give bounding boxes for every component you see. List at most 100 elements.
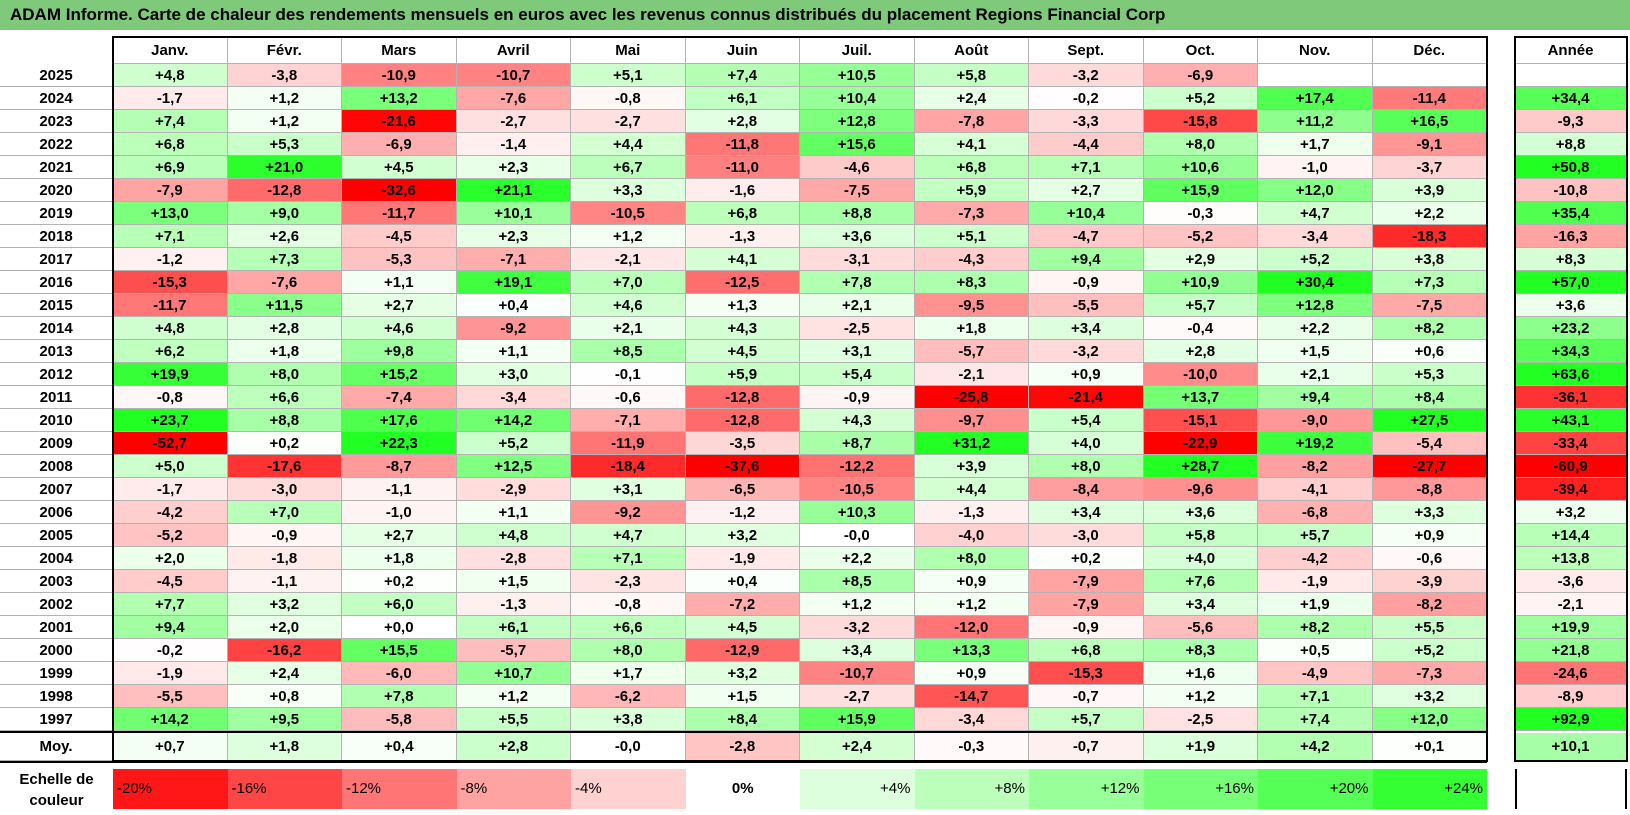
- heatmap-cell: +1,2: [914, 593, 1029, 616]
- annual-cell: +3,6: [1515, 294, 1627, 317]
- heatmap-cell: +13,3: [914, 639, 1029, 662]
- heatmap-cell: [1258, 64, 1373, 87]
- annual-cell: -33,4: [1515, 432, 1627, 455]
- heatmap-cell: -5,2: [113, 524, 228, 547]
- heatmap-cell: +6,0: [342, 593, 457, 616]
- heatmap-cell: +5,0: [113, 455, 228, 478]
- heatmap-cell: +2,1: [571, 317, 686, 340]
- heatmap-cell: +17,4: [1258, 87, 1373, 110]
- heatmap-cell: +23,7: [113, 409, 228, 432]
- heatmap-cell: -8,2: [1372, 593, 1487, 616]
- heatmap-cell: -4,0: [914, 524, 1029, 547]
- heatmap-cell: +7,4: [1258, 708, 1373, 731]
- heatmap-cell: +3,0: [456, 363, 571, 386]
- heatmap-cell: -4,1: [1258, 478, 1373, 501]
- annual-cell: +8,3: [1515, 248, 1627, 271]
- heatmap-cell: +28,7: [1143, 455, 1258, 478]
- scale-swatch: +24%: [1372, 769, 1487, 809]
- year-label: 2012: [0, 363, 113, 386]
- heatmap-cell: -22,9: [1143, 432, 1258, 455]
- heatmap-cell: -0,8: [113, 386, 228, 409]
- month-header: Janv.: [113, 37, 228, 64]
- heatmap-cell: -2,5: [1143, 708, 1258, 731]
- heatmap-cell: +3,2: [1372, 685, 1487, 708]
- heatmap-cell: -3,7: [1372, 156, 1487, 179]
- year-label: 2007: [0, 478, 113, 501]
- heatmap-cell: +1,2: [571, 225, 686, 248]
- heatmap-cell: +5,7: [1143, 294, 1258, 317]
- heatmap-cell: -3,1: [800, 248, 915, 271]
- heatmap-cell: -6,9: [1143, 64, 1258, 87]
- heatmap-cell: +3,4: [1143, 593, 1258, 616]
- heatmap-cell: +0,9: [914, 662, 1029, 685]
- heatmap-cell: -10,5: [800, 478, 915, 501]
- heatmap-cell: +9,8: [342, 340, 457, 363]
- heatmap-cell: -4,5: [113, 570, 228, 593]
- heatmap-cell: -9,6: [1143, 478, 1258, 501]
- scale-swatch: 0%: [685, 769, 800, 809]
- annual-cell: -16,3: [1515, 225, 1627, 248]
- heatmap-cell: -3,4: [1258, 225, 1373, 248]
- year-label: 2011: [0, 386, 113, 409]
- heatmap-cell: -1,2: [685, 501, 800, 524]
- heatmap-cell: +8,0: [571, 639, 686, 662]
- heatmap-cell: +10,1: [456, 202, 571, 225]
- heatmap-cell: -12,8: [227, 179, 342, 202]
- heatmap-cell: -52,7: [113, 432, 228, 455]
- heatmap-cell: +8,0: [1143, 133, 1258, 156]
- heatmap-cell: +14,2: [456, 409, 571, 432]
- heatmap-cell: -6,8: [1258, 501, 1373, 524]
- heatmap-cell: +1,8: [914, 317, 1029, 340]
- heatmap-cell: +4,4: [914, 478, 1029, 501]
- heatmap-cell: +4,0: [1029, 432, 1144, 455]
- annual-cell: +8,8: [1515, 133, 1627, 156]
- average-bottom-line: [0, 761, 1487, 763]
- heatmap-cell: +5,3: [1372, 363, 1487, 386]
- heatmap-cell: +7,0: [571, 271, 686, 294]
- heatmap-cell: +21,0: [227, 156, 342, 179]
- annual-cell: +34,4: [1515, 87, 1627, 110]
- heatmap-cell: +4,5: [685, 616, 800, 639]
- heatmap-cell: +15,6: [800, 133, 915, 156]
- year-label: 2020: [0, 179, 113, 202]
- heatmap-cell: +19,1: [456, 271, 571, 294]
- annual-cell: -36,1: [1515, 386, 1627, 409]
- heatmap-cell: -2,1: [914, 363, 1029, 386]
- heatmap-cell: +0,8: [227, 685, 342, 708]
- heatmap-cell: +10,6: [1143, 156, 1258, 179]
- heatmap-cell: -2,3: [571, 570, 686, 593]
- annual-cell: +43,1: [1515, 409, 1627, 432]
- annual-cell: +13,8: [1515, 547, 1627, 570]
- heatmap-cell: -1,9: [1258, 570, 1373, 593]
- scale-swatch: -20%: [113, 769, 228, 809]
- average-separator: [0, 731, 1487, 733]
- month-header: Nov.: [1258, 37, 1373, 64]
- heatmap-cell: -11,9: [571, 432, 686, 455]
- heatmap-cell: -2,9: [456, 478, 571, 501]
- heatmap-cell: -5,7: [456, 639, 571, 662]
- scale-swatch: -4%: [571, 769, 686, 809]
- heatmap-cell: -10,7: [800, 662, 915, 685]
- heatmap-cell: +4,5: [685, 340, 800, 363]
- heatmap-cell: +3,4: [800, 639, 915, 662]
- annual-cell: +63,6: [1515, 363, 1627, 386]
- heatmap-cell: +2,1: [1258, 363, 1373, 386]
- heatmap-cell: +14,2: [113, 708, 228, 731]
- heatmap-cell: +7,3: [227, 248, 342, 271]
- heatmap-cell: +15,9: [1143, 179, 1258, 202]
- heatmap-cell: -12,0: [914, 616, 1029, 639]
- heatmap-cell: +1,1: [456, 501, 571, 524]
- heatmap-cell: +3,6: [800, 225, 915, 248]
- annual-cell: -24,6: [1515, 662, 1627, 685]
- heatmap-cell: +1,7: [571, 662, 686, 685]
- heatmap-cell: +10,5: [800, 64, 915, 87]
- heatmap-cell: -7,3: [1372, 662, 1487, 685]
- heatmap-cell: -3,2: [800, 616, 915, 639]
- heatmap-cell: -5,6: [1143, 616, 1258, 639]
- heatmap-cell: +2,7: [342, 294, 457, 317]
- heatmap-cell: -7,4: [342, 386, 457, 409]
- heatmap-cell: +2,8: [685, 110, 800, 133]
- heatmap-cell: -11,4: [1372, 87, 1487, 110]
- year-label: 2017: [0, 248, 113, 271]
- average-annual-cell: +10,1: [1515, 733, 1627, 761]
